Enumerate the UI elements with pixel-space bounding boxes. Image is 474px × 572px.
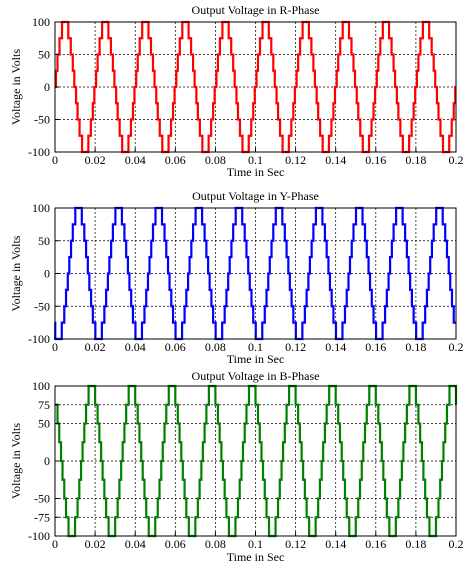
x-tick-label: 0.18 bbox=[405, 340, 426, 354]
y-tick-label: -75 bbox=[34, 510, 50, 524]
x-tick-label: 0 bbox=[52, 340, 58, 354]
x-tick-label: 0.16 bbox=[365, 153, 386, 167]
y-phase-plot: Output Voltage in Y-Phase 0 0.02 0.04 0.06 0.… bbox=[9, 189, 464, 366]
b-phase-chart: Output Voltage in B-Phase 0 0.02 0.04 0.06 0.… bbox=[0, 368, 474, 572]
y-tick-label: 100 bbox=[32, 15, 50, 29]
y-tick-label: -50 bbox=[34, 492, 50, 506]
x-tick-label: 0.08 bbox=[205, 153, 226, 167]
y-tick-label: 100 bbox=[32, 379, 50, 393]
x-tick-label: 0.18 bbox=[405, 537, 426, 551]
chart-title: Output Voltage in B-Phase bbox=[192, 369, 320, 383]
y-tick-label: -50 bbox=[34, 299, 50, 313]
x-tick-label: 0.06 bbox=[165, 340, 186, 354]
y-tick-label: 50 bbox=[38, 234, 50, 248]
chart-title: Output Voltage in R-Phase bbox=[192, 3, 320, 17]
y-phase-chart: Output Voltage in Y-Phase 0 0.02 0.04 0.06 0.… bbox=[0, 186, 474, 366]
x-tick-label: 0.18 bbox=[405, 153, 426, 167]
x-tick-label: 0.04 bbox=[125, 340, 146, 354]
x-tick-label: 0.04 bbox=[125, 537, 146, 551]
r-phase-plot: Output Voltage in R-Phase 0 0.02 0.04 0.06 0.… bbox=[9, 3, 464, 179]
x-tick-label: 0.12 bbox=[285, 340, 306, 354]
grid bbox=[55, 208, 456, 339]
x-tick-label: 0.08 bbox=[205, 340, 226, 354]
y-tick-label: -50 bbox=[34, 113, 50, 127]
x-tick-label: 0.02 bbox=[85, 537, 106, 551]
x-tick-label: 0.06 bbox=[165, 537, 186, 551]
x-tick-label: 0.1 bbox=[248, 153, 263, 167]
x-tick-label: 0.2 bbox=[449, 153, 464, 167]
grid bbox=[55, 386, 456, 536]
y-tick-label: 0 bbox=[44, 80, 50, 94]
r-phase-chart: Output Voltage in R-Phase 0 0.02 0.04 0.06 0.… bbox=[0, 0, 474, 180]
waveform-line bbox=[55, 384, 458, 538]
x-tick-label: 0.2 bbox=[449, 537, 464, 551]
x-tick-label: 0.14 bbox=[325, 537, 346, 551]
x-tick-label: 0.2 bbox=[449, 340, 464, 354]
x-tick-label: 0.08 bbox=[205, 537, 226, 551]
y-tick-label: 100 bbox=[32, 201, 50, 215]
x-tick-label: 0 bbox=[52, 537, 58, 551]
x-tick-label: 0.02 bbox=[85, 340, 106, 354]
y-axis-label: Voltage in Volts bbox=[9, 235, 23, 311]
x-tick-label: 0.1 bbox=[248, 537, 263, 551]
b-phase-plot: Output Voltage in B-Phase 0 0.02 0.04 0.06 0.… bbox=[9, 369, 464, 564]
x-tick-label: 0.14 bbox=[325, 340, 346, 354]
x-tick-label: 0.04 bbox=[125, 153, 146, 167]
x-axis-label: Time in Sec bbox=[227, 352, 285, 366]
y-axis-label: Voltage in Volts bbox=[9, 423, 23, 499]
y-tick-label: 50 bbox=[38, 417, 50, 431]
x-tick-label: 0.16 bbox=[365, 537, 386, 551]
y-tick-label: 75 bbox=[38, 398, 50, 412]
waveform-line bbox=[54, 206, 456, 341]
x-tick-label: 0.16 bbox=[365, 340, 386, 354]
chart-title: Output Voltage in Y-Phase bbox=[192, 189, 319, 203]
x-tick-label: 0.14 bbox=[325, 153, 346, 167]
x-tick-label: 0 bbox=[52, 153, 58, 167]
x-tick-label: 0.12 bbox=[285, 537, 306, 551]
x-tick-label: 0.12 bbox=[285, 153, 306, 167]
y-tick-label: 0 bbox=[44, 267, 50, 281]
waveform-line bbox=[54, 20, 457, 154]
y-tick-label: -100 bbox=[28, 529, 50, 543]
y-tick-label: -100 bbox=[28, 145, 50, 159]
x-tick-label: 0.1 bbox=[248, 340, 263, 354]
x-tick-label: 0.06 bbox=[165, 153, 186, 167]
x-axis-label: Time in Sec bbox=[227, 165, 285, 179]
x-axis-label: Time in Sec bbox=[227, 550, 285, 564]
y-tick-label: 50 bbox=[38, 48, 50, 62]
y-tick-label: 0 bbox=[44, 454, 50, 468]
y-axis-label: Voltage in Volts bbox=[9, 49, 23, 125]
x-tick-label: 0.02 bbox=[85, 153, 106, 167]
y-tick-label: -100 bbox=[28, 332, 50, 346]
